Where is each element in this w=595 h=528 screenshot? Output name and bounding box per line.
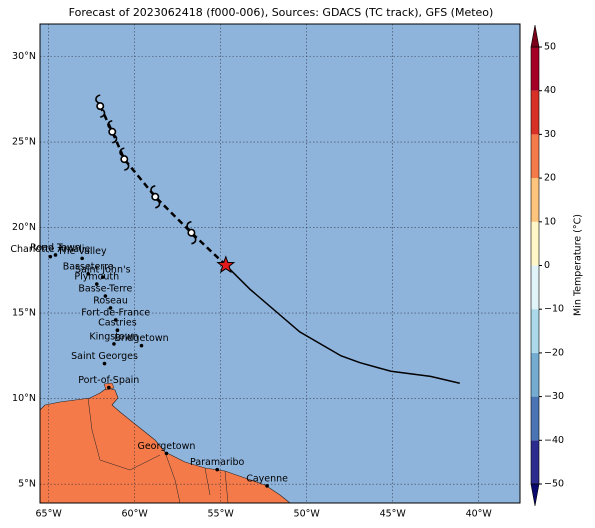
cyclone-arm xyxy=(95,94,101,104)
cyclone-arm xyxy=(186,220,192,231)
city-dot xyxy=(115,328,120,333)
colorbar-tick-label: −50 xyxy=(544,479,564,490)
city-dot xyxy=(80,256,84,261)
city-dot xyxy=(164,451,169,456)
colorbar-tick-label: −20 xyxy=(544,347,564,358)
x-tick-label: 55°W xyxy=(208,509,235,520)
border xyxy=(87,397,229,504)
x-tick-label: 45°W xyxy=(380,509,407,520)
colorbar-segment xyxy=(531,396,539,441)
cyclone-arm xyxy=(124,161,130,171)
city-label: Castries xyxy=(98,318,137,329)
colorbar-segment xyxy=(531,352,539,397)
city-dot xyxy=(102,361,107,366)
cyclone-arm xyxy=(107,119,113,130)
current-position-star xyxy=(216,255,236,274)
colorbar-segment xyxy=(531,47,539,91)
y-tick-label: 20°N xyxy=(12,222,36,233)
city-label: Road Town xyxy=(30,242,81,253)
city-label: Cayenne xyxy=(246,473,288,484)
city-dot xyxy=(139,343,144,348)
city-label: Kingstown xyxy=(89,331,138,342)
city-dot xyxy=(108,306,113,310)
y-tick-label: 15°N xyxy=(12,308,36,319)
cyclone-eye xyxy=(187,228,196,237)
cyclone-eye xyxy=(108,127,117,136)
colorbar-tick-label: 0 xyxy=(544,260,550,271)
colorbar-over xyxy=(530,24,540,48)
cyclone-arm xyxy=(191,234,197,245)
y-tick-label: 25°N xyxy=(12,137,36,148)
x-tick-label: 50°W xyxy=(294,509,321,520)
cyclone-symbol xyxy=(186,220,197,245)
y-tick-label: 5°N xyxy=(18,479,36,490)
cyclone-eye xyxy=(96,102,105,111)
city-dot xyxy=(94,282,99,286)
cyclone-arm xyxy=(99,108,106,118)
city-dot xyxy=(265,484,269,488)
city-dot xyxy=(86,271,90,276)
cyclone-eye xyxy=(151,192,160,201)
city-label: Bridgetown xyxy=(114,333,168,344)
city-label: Charlotte Amalie xyxy=(10,244,90,255)
colorbar-segment xyxy=(531,90,539,135)
city-label: Saint Georges xyxy=(71,351,138,362)
x-tick-label: 65°W xyxy=(35,509,62,520)
colorbar-tick-label: 20 xyxy=(544,173,556,184)
cyclone-arm xyxy=(150,184,156,195)
city-dot xyxy=(113,318,118,322)
city-dot xyxy=(215,467,220,472)
colorbar-tick-label: −40 xyxy=(544,435,564,446)
colorbar-tick-label: −10 xyxy=(544,304,564,315)
colorbar-label: Min Temperature (°C) xyxy=(573,214,584,316)
city-label: Roseau xyxy=(93,295,128,306)
map-title: Forecast of 2023062418 (f000-006), Sourc… xyxy=(69,6,494,19)
cyclone-eye xyxy=(120,155,129,164)
city-label: Basse-Terre xyxy=(78,284,132,295)
city-label: Plymouth xyxy=(74,272,119,283)
city-label: Basseterre xyxy=(63,261,114,272)
colorbar-segment xyxy=(531,265,539,310)
colorbar-segment xyxy=(531,309,539,353)
city-dot xyxy=(48,254,53,259)
colorbar-segment xyxy=(531,178,539,222)
city-label: The Valley xyxy=(57,246,107,257)
colorbar-under xyxy=(530,483,540,507)
city-dot xyxy=(112,342,116,346)
city-dot xyxy=(53,253,58,257)
city-label: Port-of-Spain xyxy=(78,375,139,386)
colorbar-segment xyxy=(531,440,539,484)
city-label: Fort-de-France xyxy=(81,307,150,318)
cyclone-arm xyxy=(112,134,118,144)
cyclone-symbol xyxy=(107,119,118,144)
colorbar-tick-label: 30 xyxy=(544,129,556,140)
x-tick-label: 40°W xyxy=(466,509,493,520)
y-tick-label: 10°N xyxy=(12,393,36,404)
cyclone-arm xyxy=(155,199,161,209)
cyclone-symbol xyxy=(95,94,106,118)
colorbar-tick-label: 40 xyxy=(544,85,556,96)
city-dot xyxy=(103,294,108,298)
observed-track xyxy=(225,264,460,384)
colorbar-segment xyxy=(531,134,539,179)
colorbar-tick-label: −30 xyxy=(544,391,564,402)
colorbar-tick-label: 10 xyxy=(544,216,556,227)
city-label: Georgetown xyxy=(137,441,195,452)
cyclone-symbol xyxy=(150,184,161,209)
city-label: Saint John's xyxy=(75,265,131,276)
city-dot xyxy=(107,385,111,390)
cyclone-arm xyxy=(119,147,125,157)
cyclone-symbol xyxy=(119,147,130,171)
colorbar-segment xyxy=(531,221,539,266)
map-frame xyxy=(39,23,521,504)
y-tick-label: 30°N xyxy=(12,51,36,62)
colorbar-tick-label: 50 xyxy=(544,42,556,53)
city-dot xyxy=(100,275,105,279)
city-label: Paramaribo xyxy=(190,457,245,468)
x-tick-label: 60°W xyxy=(122,509,149,520)
